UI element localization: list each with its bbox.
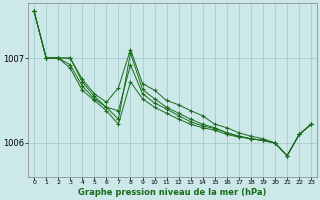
X-axis label: Graphe pression niveau de la mer (hPa): Graphe pression niveau de la mer (hPa) [78,188,267,197]
